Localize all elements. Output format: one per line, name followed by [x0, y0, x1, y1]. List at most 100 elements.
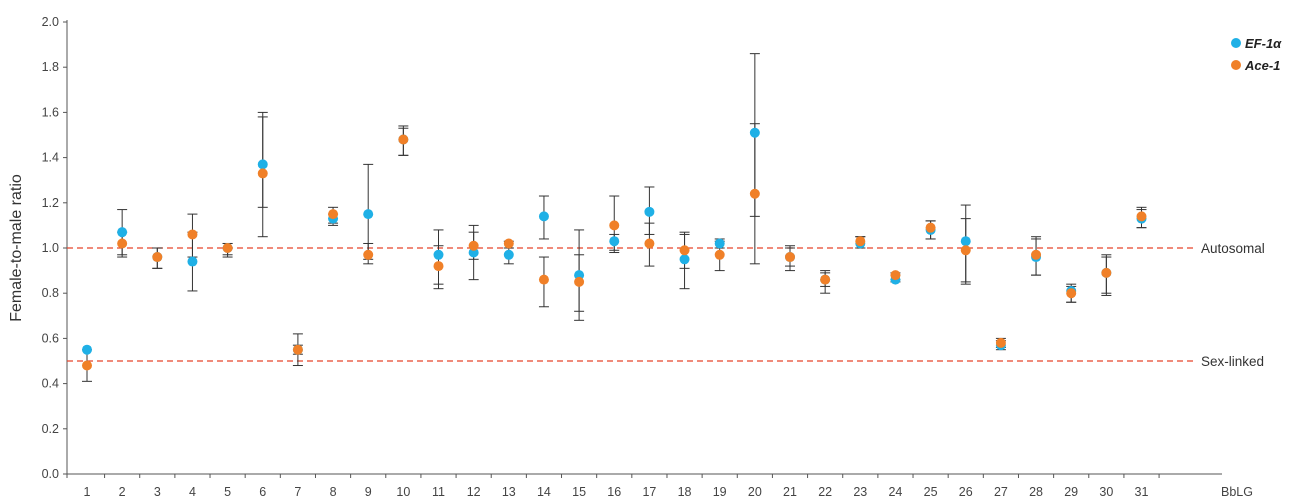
x-tick-label: 10 [396, 485, 410, 499]
ace1-point [995, 337, 1006, 348]
x-tick-label: 7 [294, 485, 301, 499]
ef1a-point [187, 256, 198, 267]
x-axis-title: BbLG [1221, 485, 1253, 499]
x-tick-label: 1 [84, 485, 91, 499]
ef1a-point [503, 249, 514, 260]
ace1-point [820, 274, 831, 285]
ace1-point [925, 222, 936, 233]
ace1-point [855, 236, 866, 247]
x-tick-label: 28 [1029, 485, 1043, 499]
x-tick-label: 9 [365, 485, 372, 499]
x-tick-label: 11 [432, 485, 445, 499]
ace1-point [1031, 249, 1042, 260]
x-tick-label: 23 [853, 485, 867, 499]
ef1a-point [679, 254, 690, 265]
legend-label: Ace-1 [1244, 58, 1280, 73]
ace1-point [187, 229, 198, 240]
reference-lines: Autosomal Sex-linked [67, 241, 1265, 369]
ace1-point [609, 220, 620, 231]
axes: 0.00.20.40.60.81.01.21.41.61.82.01 2 3 4 5 6 7… [42, 15, 1253, 499]
ace1-point [363, 249, 374, 260]
legend-label: EF-1α [1245, 36, 1282, 51]
x-tick-label: 24 [888, 485, 902, 499]
ef1a-point [257, 159, 268, 170]
reference-line-label: Sex-linked [1201, 354, 1264, 369]
ace1-point [960, 245, 971, 256]
x-tick-label: 4 [189, 485, 196, 499]
x-tick-label: 8 [330, 485, 337, 499]
ace1-point [1066, 288, 1077, 299]
x-tick-label: 29 [1064, 485, 1078, 499]
x-tick-label: 5 [224, 485, 231, 499]
x-tick-label: 15 [572, 485, 586, 499]
x-tick-label: 22 [818, 485, 832, 499]
x-tick-label: 27 [994, 485, 1008, 499]
x-tick-label: 30 [1099, 485, 1113, 499]
ace1-point [433, 261, 444, 272]
ace1-point [679, 245, 690, 256]
reference-line-label: Autosomal [1201, 241, 1265, 256]
x-tick-label: 17 [642, 485, 656, 499]
legend: EF-1α Ace-1 [1231, 36, 1282, 73]
ace1-point [1101, 267, 1112, 278]
ace1-point [468, 240, 479, 251]
x-tick-label: 20 [748, 485, 762, 499]
x-tick-label: 25 [924, 485, 938, 499]
ace1-point [749, 188, 760, 199]
ace1-point [574, 276, 585, 287]
x-tick-label: 13 [502, 485, 516, 499]
ace1-point [82, 360, 92, 371]
y-tick-label: 1.0 [42, 241, 59, 255]
y-tick-label: 0.0 [42, 467, 59, 481]
ace1-point [785, 252, 795, 263]
y-tick-label: 0.6 [42, 331, 59, 345]
ace1-point [1136, 211, 1147, 222]
y-tick-label: 1.8 [42, 60, 59, 74]
y-tick-label: 0.2 [42, 422, 59, 436]
x-tick-label: 26 [959, 485, 973, 499]
ace1-point [222, 243, 233, 253]
x-tick-label: 21 [783, 485, 797, 499]
ef1a-point [749, 127, 760, 138]
ef1a-point [538, 211, 549, 222]
ef1a-point [644, 206, 655, 217]
ace1-point [714, 249, 725, 260]
ef1a-point [82, 344, 92, 355]
ef1a-point [714, 238, 725, 249]
ef1a-point [609, 236, 620, 247]
ace1-point [503, 238, 514, 249]
ace1-point [890, 270, 901, 281]
ef1a-point [363, 209, 374, 220]
ace1-point [257, 168, 268, 179]
legend-marker [1231, 38, 1241, 48]
ef1a-point [433, 249, 444, 260]
x-tick-label: 18 [678, 485, 692, 499]
y-tick-label: 0.4 [42, 377, 59, 391]
y-tick-label: 0.8 [42, 286, 59, 300]
y-tick-label: 2.0 [42, 15, 59, 29]
x-tick-label: 14 [537, 485, 551, 499]
error-bars [82, 53, 1147, 382]
ace1-point [152, 252, 163, 263]
x-tick-label: 31 [1135, 485, 1149, 499]
x-tick-label: 2 [119, 485, 126, 499]
x-tick-label: 6 [259, 485, 266, 499]
y-tick-label: 1.2 [42, 196, 59, 210]
legend-marker [1231, 60, 1241, 70]
ef1a-point [960, 236, 971, 247]
ef1a-point [117, 227, 128, 238]
x-tick-label: 16 [607, 485, 621, 499]
x-tick-label: 19 [713, 485, 727, 499]
y-axis-title: Female-to-male ratio [8, 174, 25, 322]
ace1-point [398, 134, 409, 145]
ace1-point [292, 344, 303, 355]
ace1-point [117, 238, 128, 249]
ace1-point [328, 209, 339, 220]
y-tick-label: 1.4 [42, 151, 59, 165]
y-tick-label: 1.6 [42, 105, 59, 119]
ace1-point [644, 238, 655, 249]
ace1-point [538, 274, 549, 285]
x-tick-label: 12 [467, 485, 481, 499]
